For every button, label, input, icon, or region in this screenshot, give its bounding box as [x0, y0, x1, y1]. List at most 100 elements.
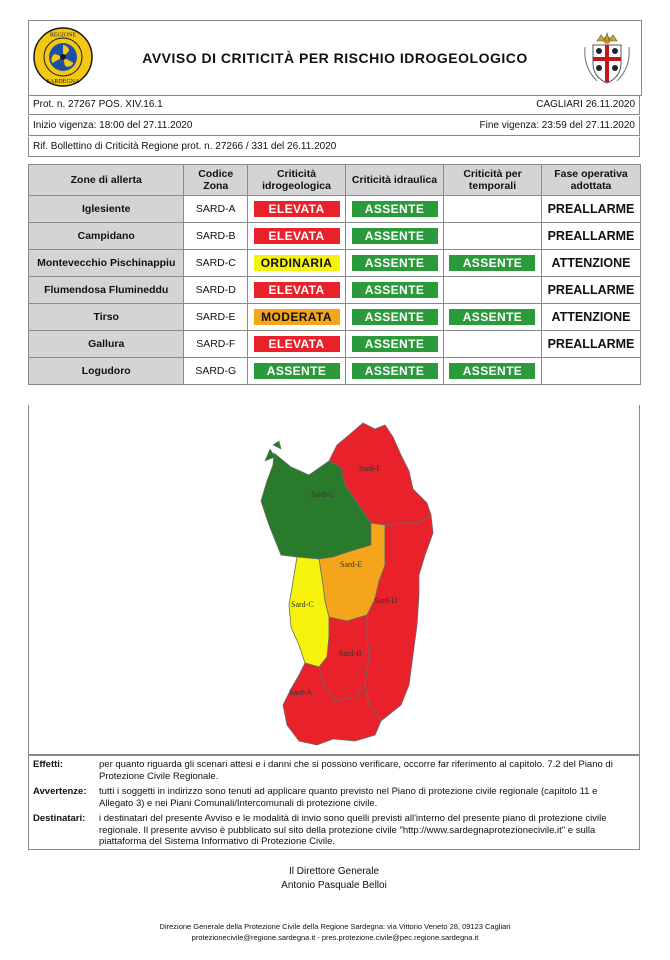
- note-avvertenze: Avvertenze: tutti i soggetti in indirizz…: [33, 786, 633, 809]
- zone-name: Tirso: [27, 303, 185, 331]
- zone-name: Campidano: [27, 222, 185, 250]
- document-header: REGIONE SARDEGNA AVVISO DI CRITICITÀ PER…: [28, 20, 642, 96]
- criticita-idraulica-cell: ASSENTE: [345, 330, 444, 358]
- table-row: Tirso SARD-E MODERATA ASSENTE ASSENTE ATTENZI…: [27, 303, 642, 331]
- table-row: Logudoro SARD-G ASSENTE ASSENTE ASSENTE: [27, 357, 642, 385]
- signature-name: Antonio Pasquale Belloi: [281, 880, 387, 891]
- note-destinatari-label: Destinatari:: [33, 813, 86, 824]
- criticita-idraulica-badge: ASSENTE: [351, 228, 438, 244]
- note-destinatari-text: i destinatari del presente Avviso e le m…: [99, 813, 607, 847]
- criticita-idrogeologica-badge: ELEVATA: [253, 201, 340, 217]
- criticita-temporali-cell: [443, 222, 542, 250]
- bulletin-reference-row: Rif. Bollettino di Criticità Regione pro…: [28, 137, 640, 157]
- validity-end: Fine vigenza: 23:59 del 27.11.2020: [479, 120, 636, 131]
- footer-address: Direzione Generale della Protezione Civi…: [159, 922, 511, 931]
- map-label-sard-g: Sard-G: [311, 490, 334, 499]
- fase-operativa: PREALLARME: [540, 330, 642, 358]
- fase-operativa: [540, 357, 642, 385]
- header-code: Codice Zona: [183, 164, 249, 196]
- criticita-idraulica-badge: ASSENTE: [351, 255, 438, 271]
- criticita-idraulica-cell: ASSENTE: [345, 303, 444, 331]
- table-header-row: Zone di allerta Codice Zona Criticità id…: [27, 164, 642, 196]
- protocol-row: Prot. n. 27267 POS. XIV.16.1 CAGLIARI 26…: [28, 95, 640, 115]
- criticita-idraulica-badge: ASSENTE: [351, 309, 438, 325]
- svg-text:REGIONE: REGIONE: [50, 33, 77, 39]
- note-effetti: Effetti: per quanto riguarda gli scenari…: [33, 759, 633, 782]
- map-label-sard-f: Sard-F: [359, 464, 381, 473]
- zone-name: Logudoro: [27, 357, 185, 385]
- criticita-idraulica-badge: ASSENTE: [351, 363, 438, 379]
- zone-code: SARD-D: [183, 276, 249, 304]
- criticita-idrogeologica-badge: ELEVATA: [253, 228, 340, 244]
- criticita-idrogeologica-badge: MODERATA: [253, 309, 340, 325]
- protocol-number: Prot. n. 27267 POS. XIV.16.1: [33, 99, 163, 110]
- zone-code: SARD-F: [183, 330, 249, 358]
- criticita-temporali-cell: ASSENTE: [443, 357, 542, 385]
- validity-row: Inizio vigenza: 18:00 del 27.11.2020 Fin…: [28, 116, 640, 136]
- criticita-temporali-cell: ASSENTE: [443, 249, 542, 277]
- alert-zones-table: Zone di allerta Codice Zona Criticità id…: [27, 164, 642, 385]
- header-fase: Fase operativa adottata: [540, 164, 642, 196]
- criticita-idrogeologica-badge: ELEVATA: [253, 282, 340, 298]
- zone-code: SARD-B: [183, 222, 249, 250]
- criticita-idrogeologica-cell: ELEVATA: [247, 195, 347, 223]
- criticita-idrogeologica-badge: ELEVATA: [253, 336, 340, 352]
- criticita-idrogeologica-badge: ASSENTE: [253, 363, 340, 379]
- criticita-temporali-cell: [443, 330, 542, 358]
- criticita-idraulica-badge: ASSENTE: [351, 201, 438, 217]
- validity-start: Inizio vigenza: 18:00 del 27.11.2020: [33, 120, 193, 131]
- footer-emails: protezionecivile@regione.sardegna.it - p…: [191, 933, 479, 942]
- map-zone-sard-f: [328, 422, 432, 526]
- map-label-sard-a: Sard-A: [289, 688, 312, 697]
- notes-panel: Effetti: per quanto riguarda gli scenari…: [28, 755, 640, 850]
- fase-operativa: PREALLARME: [540, 222, 642, 250]
- criticita-idrogeologica-cell: ORDINARIA: [247, 249, 347, 277]
- criticita-idraulica-cell: ASSENTE: [345, 276, 444, 304]
- note-destinatari: Destinatari: i destinatari del presente …: [33, 813, 633, 848]
- criticita-idrogeologica-cell: ELEVATA: [247, 330, 347, 358]
- map-label-sard-b: Sard-B: [339, 649, 362, 658]
- table-row: Iglesiente SARD-A ELEVATA ASSENTE PREALLARME: [27, 195, 642, 223]
- document-title: AVVISO DI CRITICITÀ PER RISCHIO IDROGEOL…: [142, 50, 528, 66]
- note-effetti-text: per quanto riguarda gli scenari attesi e…: [99, 759, 613, 782]
- header-zone: Zone di allerta: [27, 164, 185, 196]
- zone-code: SARD-A: [183, 195, 249, 223]
- regione-sardegna-logo: REGIONE SARDEGNA: [33, 27, 93, 87]
- criticita-idraulica-badge: ASSENTE: [351, 282, 438, 298]
- fase-operativa: PREALLARME: [540, 195, 642, 223]
- criticita-temporali-badge: ASSENTE: [449, 309, 536, 325]
- map-label-sard-d: Sard-D: [374, 596, 397, 605]
- criticita-idraulica-cell: ASSENTE: [345, 222, 444, 250]
- note-avvertenze-label: Avvertenze:: [33, 786, 87, 797]
- criticita-temporali-cell: [443, 195, 542, 223]
- zone-name: Gallura: [27, 330, 185, 358]
- criticita-idrogeologica-cell: ASSENTE: [247, 357, 347, 385]
- sardegna-coat-of-arms-icon: [577, 27, 637, 87]
- header-idraulica: Criticità idraulica: [345, 164, 444, 196]
- criticita-idrogeologica-cell: ELEVATA: [247, 276, 347, 304]
- criticita-idraulica-cell: ASSENTE: [345, 195, 444, 223]
- zone-code: SARD-E: [183, 303, 249, 331]
- table-row: Montevecchio Pischinappiu SARD-C ORDINARIA…: [27, 249, 642, 277]
- map-label-sard-e: Sard-E: [340, 560, 362, 569]
- criticita-temporali-cell: ASSENTE: [443, 303, 542, 331]
- fase-operativa: PREALLARME: [540, 276, 642, 304]
- bulletin-reference: Rif. Bollettino di Criticità Regione pro…: [33, 141, 337, 152]
- svg-text:SARDEGNA: SARDEGNA: [47, 79, 80, 85]
- header-temporali: Criticità per temporali: [443, 164, 542, 196]
- criticita-idraulica-cell: ASSENTE: [345, 249, 444, 277]
- table-row: Gallura SARD-F ELEVATA ASSENTE PREALLARME: [27, 330, 642, 358]
- criticita-idrogeologica-cell: ELEVATA: [247, 222, 347, 250]
- criticita-temporali-badge: ASSENTE: [449, 255, 536, 271]
- table-row: Campidano SARD-B ELEVATA ASSENTE PREALLARME: [27, 222, 642, 250]
- criticita-idraulica-badge: ASSENTE: [351, 336, 438, 352]
- criticita-temporali-badge: ASSENTE: [449, 363, 536, 379]
- zone-name: Flumendosa Flumineddu: [27, 276, 185, 304]
- sardinia-risk-map: Sard-F Sard-G Sard-E Sard-C Sard-D Sard-…: [260, 422, 434, 746]
- risk-map-panel: Sard-F Sard-G Sard-E Sard-C Sard-D Sard-…: [28, 405, 640, 755]
- criticita-idrogeologica-cell: MODERATA: [247, 303, 347, 331]
- fase-operativa: ATTENZIONE: [540, 249, 642, 277]
- header-idro: Criticità idrogeologica: [247, 164, 347, 196]
- note-avvertenze-text: tutti i soggetti in indirizzo sono tenut…: [99, 786, 598, 809]
- table-row: Flumendosa Flumineddu SARD-D ELEVATA ASSENT…: [27, 276, 642, 304]
